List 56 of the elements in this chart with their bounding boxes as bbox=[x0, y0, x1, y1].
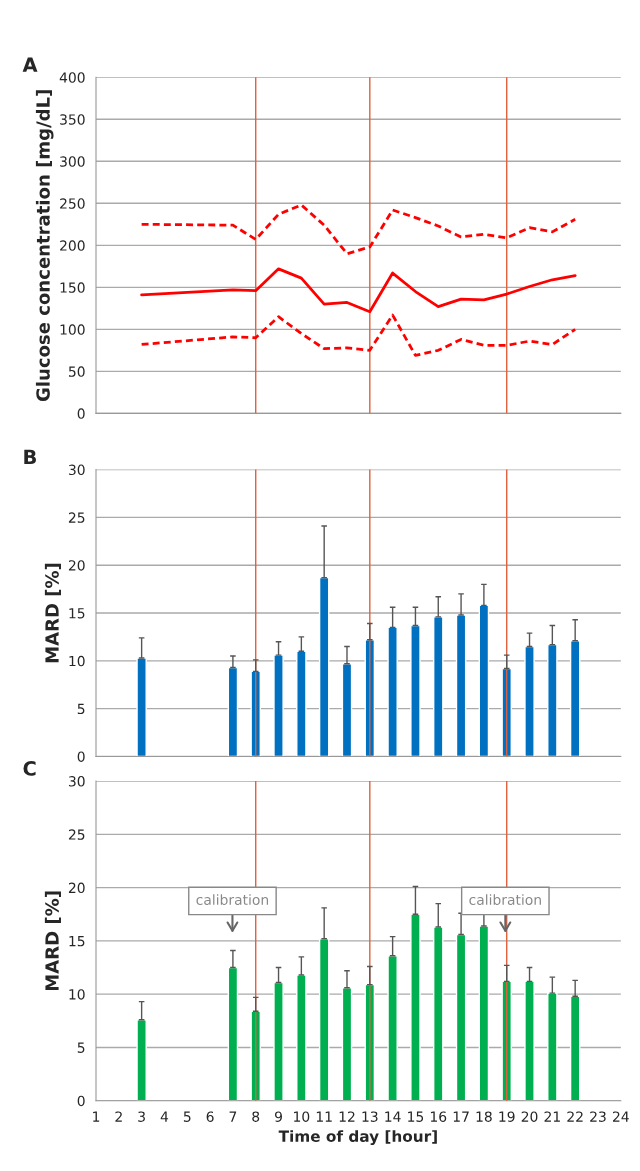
y-tick-label: 350 bbox=[60, 114, 85, 125]
x-tick-label: 16 bbox=[430, 1111, 447, 1122]
y-tick-label: 20 bbox=[68, 882, 85, 894]
x-tick-label: 15 bbox=[408, 1111, 424, 1122]
y-tick-label: 200 bbox=[60, 240, 85, 251]
x-tick-label: 5 bbox=[183, 1111, 191, 1122]
x-tick-label: 18 bbox=[476, 1111, 492, 1122]
y-axis-title: Glucose concentration [mg/dL] bbox=[35, 90, 54, 402]
y-tick-label: 10 bbox=[69, 655, 85, 667]
annotation: calibration bbox=[469, 894, 541, 905]
x-tick-label: 21 bbox=[544, 1111, 560, 1122]
y-tick-label: 20 bbox=[68, 560, 85, 571]
x-tick-label: 6 bbox=[206, 1111, 214, 1122]
x-tick-label: 14 bbox=[385, 1111, 401, 1122]
y-tick-label: 50 bbox=[68, 366, 85, 377]
y-tick-label: 400 bbox=[59, 72, 85, 83]
y-tick-label: 10 bbox=[69, 989, 85, 1000]
y-tick-label: 15 bbox=[69, 608, 85, 619]
y-tick-label: 0 bbox=[77, 1095, 85, 1107]
x-tick-label: 1 bbox=[93, 1111, 100, 1122]
x-tick-label: 3 bbox=[138, 1111, 145, 1122]
x-tick-label: 10 bbox=[294, 1111, 310, 1122]
y-tick-label: 300 bbox=[60, 156, 85, 167]
y-tick-label: 5 bbox=[77, 703, 85, 715]
x-tick-label: 11 bbox=[316, 1111, 332, 1122]
y-axis-title: MARD [%] bbox=[44, 563, 61, 663]
y-tick-label: 25 bbox=[68, 829, 85, 840]
chart-title: B bbox=[24, 449, 36, 465]
x-tick-label: 7 bbox=[229, 1111, 237, 1122]
x-axis-title: Time of day [hour] bbox=[278, 1130, 437, 1146]
x-tick-label: 20 bbox=[521, 1111, 538, 1122]
x-tick-label: 4 bbox=[160, 1111, 169, 1122]
y-tick-label: 25 bbox=[68, 512, 85, 523]
x-tick-label: 22 bbox=[567, 1111, 583, 1122]
chart-title: A bbox=[22, 57, 38, 72]
y-tick-label: 150 bbox=[60, 282, 85, 293]
x-tick-label: 24 bbox=[612, 1111, 629, 1122]
x-tick-label: 23 bbox=[590, 1111, 606, 1122]
x-tick-label: 9 bbox=[275, 1111, 282, 1122]
x-tick-label: 2 bbox=[115, 1111, 122, 1122]
x-tick-label: 19 bbox=[499, 1111, 515, 1122]
y-tick-label: 5 bbox=[77, 1042, 85, 1053]
chart-title: C bbox=[23, 761, 36, 776]
x-tick-label: 13 bbox=[362, 1111, 378, 1122]
x-tick-label: 8 bbox=[252, 1111, 260, 1122]
y-tick-label: 15 bbox=[69, 936, 85, 947]
x-tick-label: 17 bbox=[453, 1111, 469, 1122]
y-tick-label: 100 bbox=[60, 324, 85, 335]
annotation: calibration bbox=[196, 894, 269, 905]
x-tick-label: 12 bbox=[339, 1111, 355, 1122]
y-tick-label: 0 bbox=[77, 751, 85, 762]
y-tick-label: 0 bbox=[77, 408, 85, 419]
y-tick-label: 30 bbox=[68, 776, 85, 787]
y-tick-label: 30 bbox=[68, 464, 85, 476]
y-tick-label: 250 bbox=[60, 198, 85, 209]
y-axis-title: MARD [%] bbox=[44, 891, 61, 991]
